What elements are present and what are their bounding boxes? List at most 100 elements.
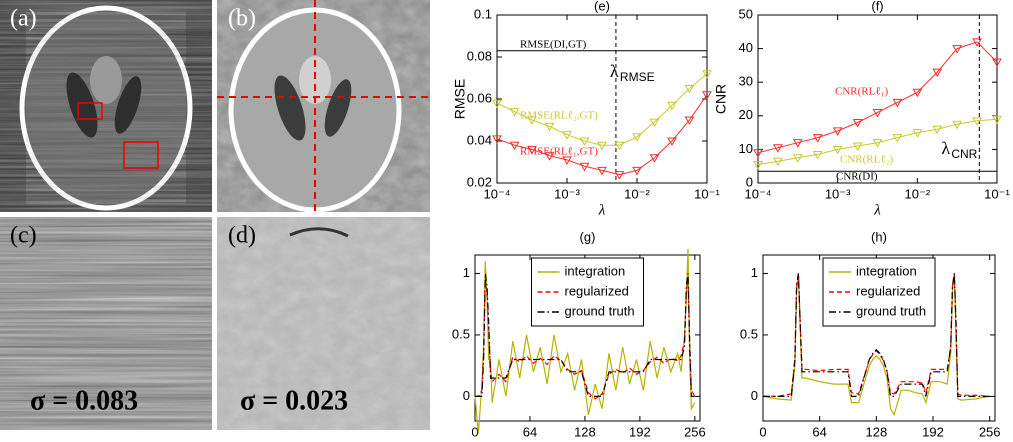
marker (544, 152, 555, 161)
annotation: λ (610, 61, 619, 81)
marker (792, 139, 803, 148)
y-tick-label: 0 (751, 388, 758, 403)
series-line (475, 279, 696, 400)
x-tick-label: 10⁻¹ (694, 186, 720, 201)
phantom-shape (66, 72, 98, 138)
chart-title: (e) (594, 0, 610, 13)
roi-box (123, 141, 159, 169)
legend-label: integration (856, 263, 917, 278)
panel-label: (a) (10, 6, 37, 32)
y-tick-label: 30 (739, 74, 753, 89)
panel-label: (c) (10, 223, 37, 249)
marker (892, 134, 903, 143)
image-noise (217, 217, 430, 430)
marker (812, 134, 823, 143)
series-label: CNR(RLℓ₁) (835, 86, 888, 98)
marker (912, 88, 923, 98)
y-tick-label: 1 (751, 265, 758, 280)
plot-frame (474, 254, 701, 422)
series-label: RMSE(RLℓ₂,GT) (520, 110, 598, 122)
roi-box (77, 102, 103, 120)
x-tick-label: 192 (629, 424, 651, 439)
marker (632, 166, 642, 176)
x-tick-label: 10⁻³ (554, 186, 580, 201)
marker (649, 154, 660, 163)
x-axis-label: λ (598, 202, 606, 218)
marker (614, 141, 625, 151)
phantom-outline (19, 5, 193, 211)
image-panel: (c) σ = 0.083 (0, 217, 212, 430)
marker (632, 133, 642, 142)
y-tick-label: 20 (739, 107, 753, 122)
marker (684, 116, 695, 126)
marker (992, 58, 1002, 68)
series-line (757, 118, 998, 165)
y-tick-label: 40 (739, 40, 753, 55)
marker (892, 98, 903, 108)
y-tick-label: 1 (463, 265, 470, 280)
y-tick-label: 10 (739, 141, 753, 156)
sigma-label: σ = 0.083 (30, 385, 138, 416)
marker (753, 161, 763, 170)
marker (852, 119, 863, 128)
y-tick-label: 0.02 (467, 174, 492, 189)
marker (912, 129, 923, 138)
image-panel: (a) (0, 0, 212, 212)
series-label: RMSE(RLℓ₁,GT) (520, 146, 598, 158)
y-tick-label: 50 (739, 6, 753, 21)
x-tick-label: 10⁻³ (825, 186, 851, 201)
marker (509, 108, 520, 117)
marker (773, 144, 783, 153)
series-line (496, 94, 708, 176)
legend-label: integration (565, 263, 626, 278)
image-panel: (b) (217, 0, 430, 213)
phantom-shape (324, 79, 352, 137)
legend-label: ground truth (856, 303, 926, 318)
x-tick-label: 0 (471, 424, 478, 439)
series-label: CNR(DI) (836, 171, 878, 183)
x-tick-label: 10⁻⁴ (745, 186, 772, 201)
sigma-label: σ = 0.023 (240, 385, 348, 416)
marker (832, 145, 843, 155)
image-noise (0, 217, 212, 430)
plot-frame (762, 254, 996, 422)
marker (952, 120, 963, 130)
x-tick-label: 64 (812, 424, 826, 439)
marker (527, 145, 537, 155)
x-tick-label: 128 (865, 424, 887, 439)
marker (932, 125, 943, 135)
series-line (757, 41, 998, 154)
y-axis-label: CNR (713, 84, 729, 114)
x-axis-label: λ (873, 202, 881, 218)
marker (872, 108, 883, 118)
series-line (475, 273, 695, 397)
marker (972, 38, 982, 47)
marker (579, 162, 590, 172)
y-tick-label: 0.5 (452, 326, 470, 341)
marker (562, 156, 572, 165)
y-tick-label: 0 (746, 174, 753, 189)
marker (812, 150, 823, 160)
phantom-shape (90, 56, 122, 104)
marker (614, 171, 625, 180)
marker (492, 135, 502, 144)
marker (872, 139, 883, 148)
artifact (289, 227, 349, 238)
marker (702, 91, 712, 100)
marker (544, 122, 555, 132)
marker (792, 154, 803, 163)
marker (932, 68, 943, 78)
legend-label: ground truth (565, 303, 635, 318)
marker (579, 137, 590, 147)
series-label: CNR(RLℓ₂) (840, 154, 893, 166)
marker (753, 149, 763, 158)
x-tick-label: 192 (922, 424, 944, 439)
marker (832, 127, 843, 136)
x-tick-label: 10⁻¹ (984, 186, 1010, 201)
marker (597, 166, 607, 176)
y-axis-label: RMSE (452, 79, 468, 119)
y-tick-label: 0.08 (467, 48, 492, 63)
annotation-sub: CNR (951, 147, 977, 161)
marker (527, 116, 537, 126)
